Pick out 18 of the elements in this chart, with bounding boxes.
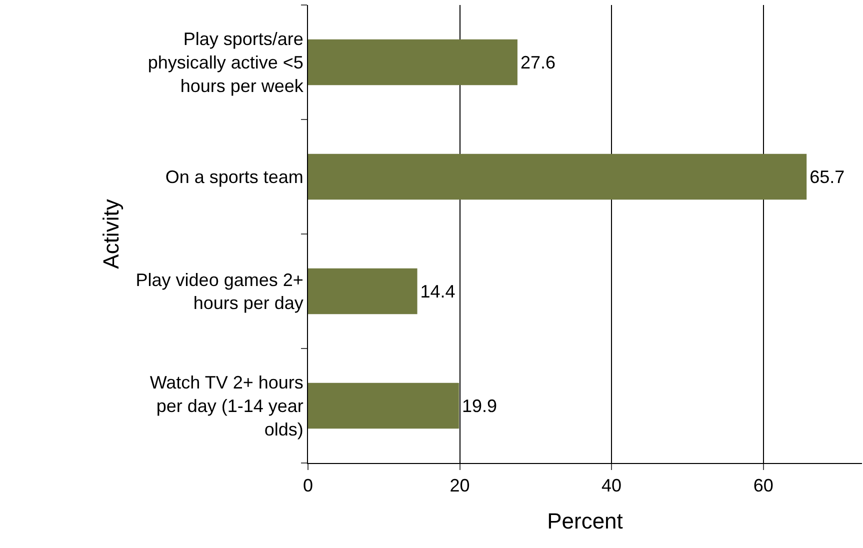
y-tick-label: Play sports/are physically active <5 hours per week [148,29,304,96]
bar [308,154,807,200]
x-tick-label: 40 [602,476,622,496]
y-tick-label: Watch TV 2+ hours per day (1-14 year olds) [150,372,304,440]
y-tick-label: On a sports team [165,167,304,188]
y-tick-label: Play video games 2+ hours per day [136,270,304,314]
data-label: 14.4 [420,281,456,302]
x-tick-label: 20 [450,476,470,496]
x-tick-label: 60 [753,476,774,496]
data-label: 19.9 [462,396,498,416]
data-label: 27.6 [520,52,556,72]
x-tick-label: 0 [302,476,314,496]
bar [308,39,518,86]
x-axis-title: Percent [547,508,623,534]
bar [308,268,418,314]
y-axis-title: Activity [98,199,124,269]
bar [308,382,460,429]
data-label: 65.7 [810,166,845,187]
